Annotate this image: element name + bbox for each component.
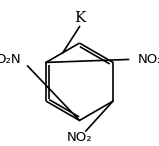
Text: NO₂: NO₂ [67,131,92,145]
Text: O₂N: O₂N [0,53,21,66]
Text: K: K [74,11,85,25]
Text: NO₂: NO₂ [138,53,159,66]
